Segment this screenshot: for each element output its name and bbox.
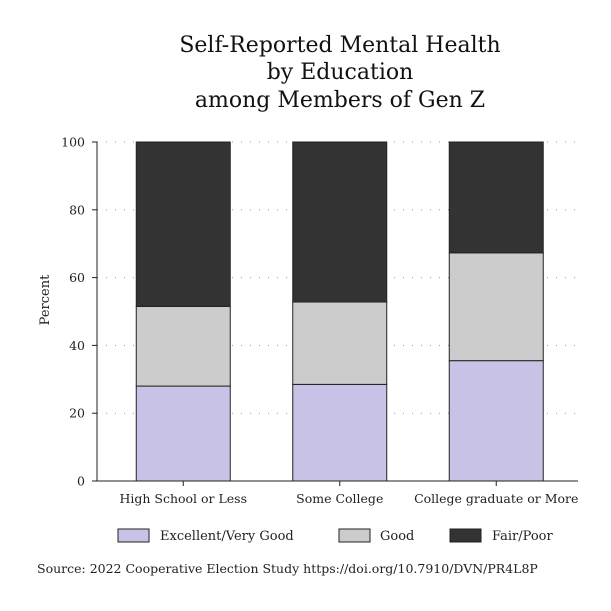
y-tick-label: 60: [69, 270, 85, 285]
axes: 0 20 40 60 80 100 High School or Less Some Coll…: [61, 135, 578, 507]
bar-segment: [292, 301, 388, 385]
chart-title-line-3: among Members of Gen Z: [195, 88, 485, 113]
legend-label: Excellent/Very Good: [160, 529, 294, 544]
chart-title-line-1: Self-Reported Mental Health: [179, 33, 500, 58]
y-tick-label: 0: [77, 474, 85, 489]
bar-segment: [135, 141, 231, 307]
chart-title: Self-Reported Mental Health by Education…: [179, 33, 500, 113]
legend-swatch: [117, 528, 150, 543]
x-tick-label: High School or Less: [119, 491, 247, 506]
bar-segment: [292, 141, 388, 303]
legend: Excellent/Very Good Good Fair/Poor: [117, 528, 554, 544]
y-tick-label: 80: [69, 202, 85, 217]
legend-swatch: [338, 528, 371, 543]
bars: [135, 141, 544, 482]
y-tick-label: 20: [69, 406, 85, 421]
source-note: Source: 2022 Cooperative Election Study …: [37, 561, 538, 576]
bar-segment: [135, 305, 231, 387]
y-tick-label: 40: [69, 338, 85, 353]
bar-segment: [448, 360, 544, 482]
x-tick-label: College graduate or More: [414, 491, 578, 506]
bar-segment: [448, 252, 544, 362]
chart-title-line-2: by Education: [267, 60, 414, 85]
x-tick-label: Some College: [296, 491, 383, 506]
legend-swatch: [449, 528, 482, 543]
bar-segment: [292, 383, 388, 482]
bar-segment: [448, 141, 544, 254]
legend-label: Fair/Poor: [492, 529, 554, 544]
y-axis-label: Percent: [38, 274, 53, 325]
bar-segment: [135, 385, 231, 482]
y-tick-label: 100: [61, 135, 85, 150]
legend-label: Good: [380, 529, 414, 544]
